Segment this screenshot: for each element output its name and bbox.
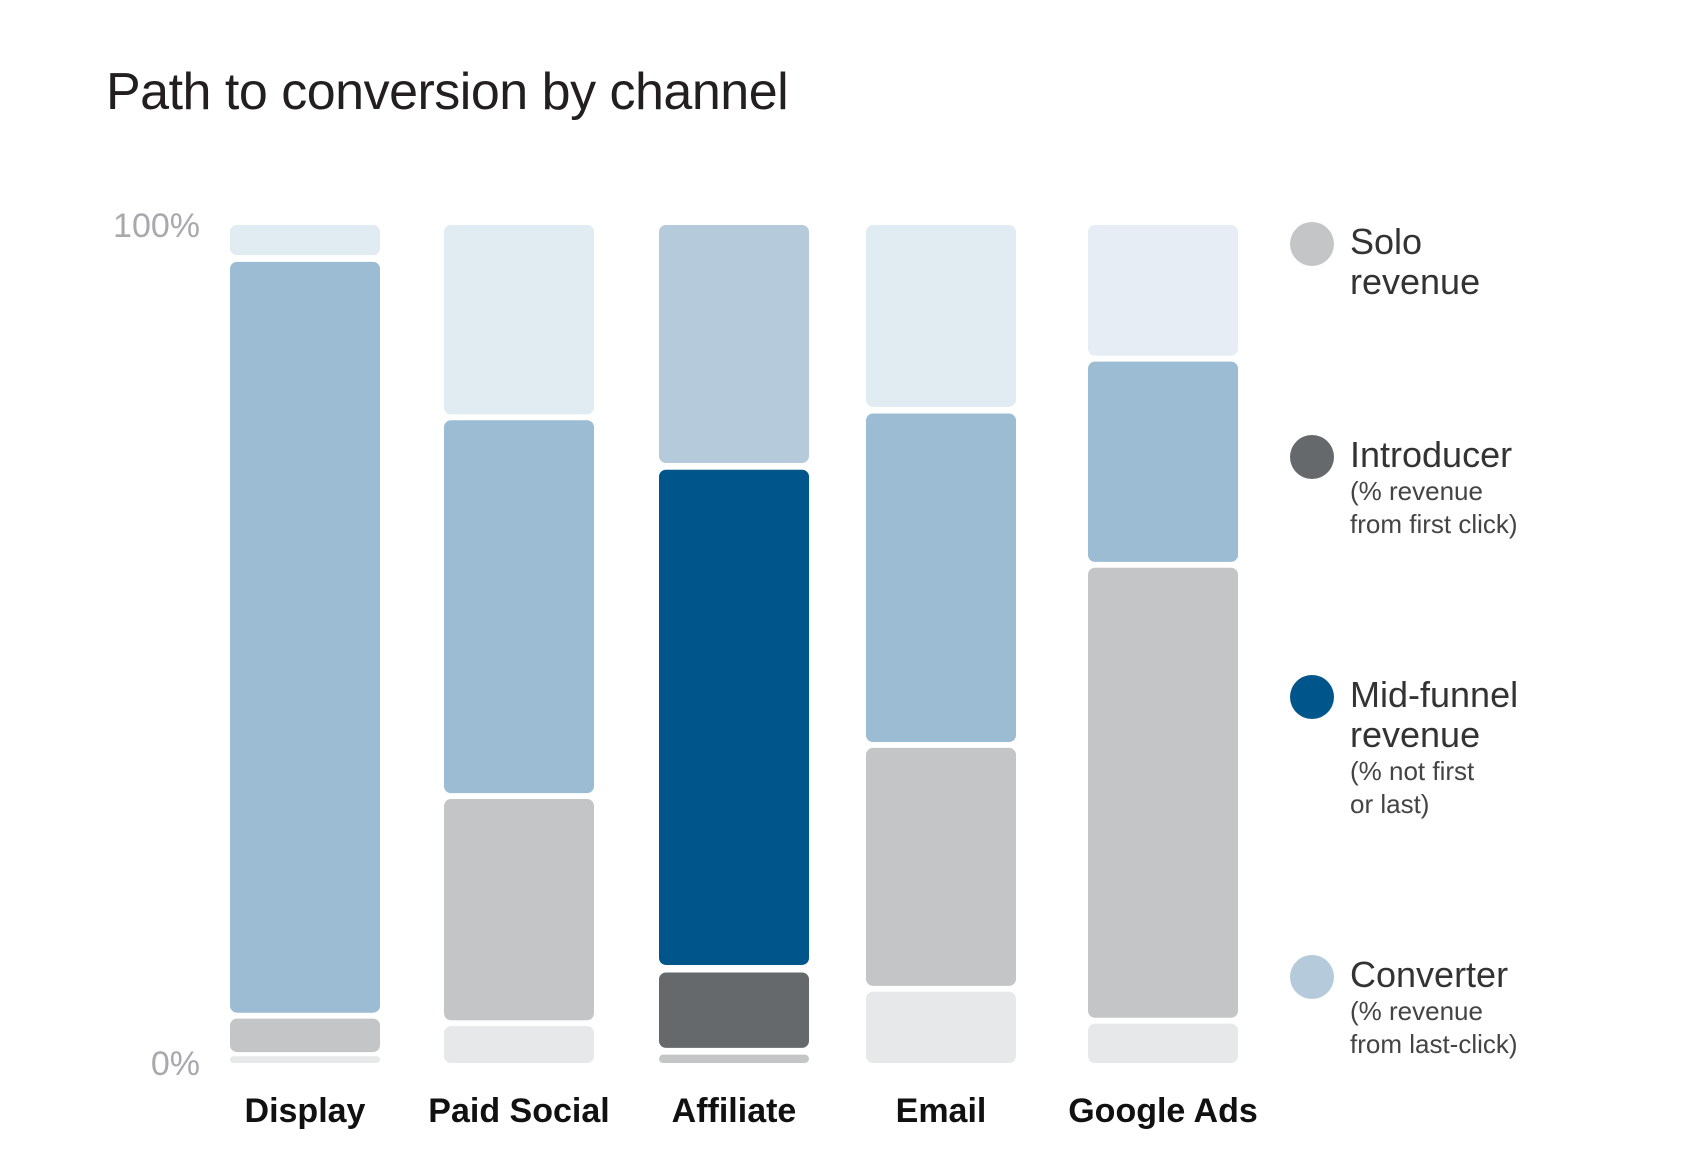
chart-title: Path to conversion by channel bbox=[106, 63, 789, 121]
bar-segment-display-solo-revenue-1 bbox=[230, 1018, 380, 1053]
legend-label-converter: Converter bbox=[1350, 954, 1509, 995]
x-tick-label-affiliate: Affiliate bbox=[672, 1092, 797, 1130]
y-tick-label-100: 100% bbox=[113, 207, 200, 245]
legend-label-solo-line1: Solo bbox=[1350, 221, 1423, 262]
bar-stack-google-ads bbox=[1088, 225, 1238, 1063]
legend-swatch-midfunnel bbox=[1290, 675, 1334, 719]
legend-note-midfunnel-line1: (% not first bbox=[1350, 756, 1475, 786]
x-tick-label-display: Display bbox=[245, 1092, 366, 1130]
bar-segment-google-ads-converter-3 bbox=[1088, 225, 1238, 356]
legend-label-midfunnel-line2: revenue bbox=[1350, 714, 1481, 755]
bar-stack-paid-social bbox=[444, 225, 594, 1063]
legend-swatch-introducer bbox=[1290, 435, 1334, 479]
bar-segment-google-ads-solo-revenue-0 bbox=[1088, 1023, 1238, 1063]
bar-stack-email bbox=[866, 225, 1016, 1063]
bar-segment-display-solo-revenue-0 bbox=[230, 1056, 380, 1063]
x-tick-label-email: Email bbox=[896, 1092, 987, 1130]
bar-segment-display-converter-3 bbox=[230, 225, 380, 256]
bar-segment-google-ads-converter-2 bbox=[1088, 361, 1238, 562]
bar-segment-paid-social-solo-revenue-1 bbox=[444, 799, 594, 1021]
legend-note-converter-line1: (% revenue bbox=[1350, 996, 1483, 1026]
legend-note-introducer-line2: from first click) bbox=[1350, 509, 1518, 539]
bar-segment-affiliate-mid-funnel-revenue-2 bbox=[659, 469, 809, 965]
bar-segment-affiliate-introducer-1 bbox=[659, 972, 809, 1048]
legend-label-solo-line2: revenue bbox=[1350, 261, 1481, 302]
bar-stack-display bbox=[230, 225, 380, 1063]
bar-segment-email-solo-revenue-0 bbox=[866, 991, 1016, 1063]
x-tick-label-google-ads: Google Ads bbox=[1068, 1092, 1258, 1130]
bar-segment-paid-social-solo-revenue-0 bbox=[444, 1026, 594, 1063]
bar-stack-affiliate bbox=[659, 225, 809, 1063]
legend-label-introducer: Introducer bbox=[1350, 434, 1513, 475]
y-axis-ticks: 0% 100% bbox=[113, 207, 200, 1083]
x-axis-labels: Display Paid Social Affiliate Email Google A… bbox=[245, 1092, 1258, 1130]
bar-segment-affiliate-converter-3 bbox=[659, 225, 809, 463]
legend-note-introducer-line1: (% revenue bbox=[1350, 476, 1483, 506]
bar-segment-google-ads-solo-revenue-1 bbox=[1088, 567, 1238, 1018]
x-tick-label-paid-social: Paid Social bbox=[428, 1092, 609, 1130]
bar-stacks bbox=[230, 225, 1238, 1063]
bar-segment-display-converter-2 bbox=[230, 261, 380, 1013]
legend-swatch-converter bbox=[1290, 955, 1334, 999]
legend-note-midfunnel-line2: or last) bbox=[1350, 789, 1430, 819]
y-tick-label-0: 0% bbox=[151, 1045, 200, 1083]
legend-note-converter-line2: from last-click) bbox=[1350, 1029, 1518, 1059]
bar-segment-email-solo-revenue-1 bbox=[866, 747, 1016, 986]
bar-segment-affiliate-solo-revenue-0 bbox=[659, 1054, 809, 1063]
bar-segment-email-converter-2 bbox=[866, 413, 1016, 743]
bar-segment-email-converter-3 bbox=[866, 225, 1016, 407]
bar-segment-paid-social-converter-3 bbox=[444, 225, 594, 415]
bar-segment-paid-social-converter-2 bbox=[444, 420, 594, 794]
legend-swatch-solo bbox=[1290, 222, 1334, 266]
legend-label-midfunnel-line1: Mid-funnel bbox=[1350, 674, 1519, 715]
